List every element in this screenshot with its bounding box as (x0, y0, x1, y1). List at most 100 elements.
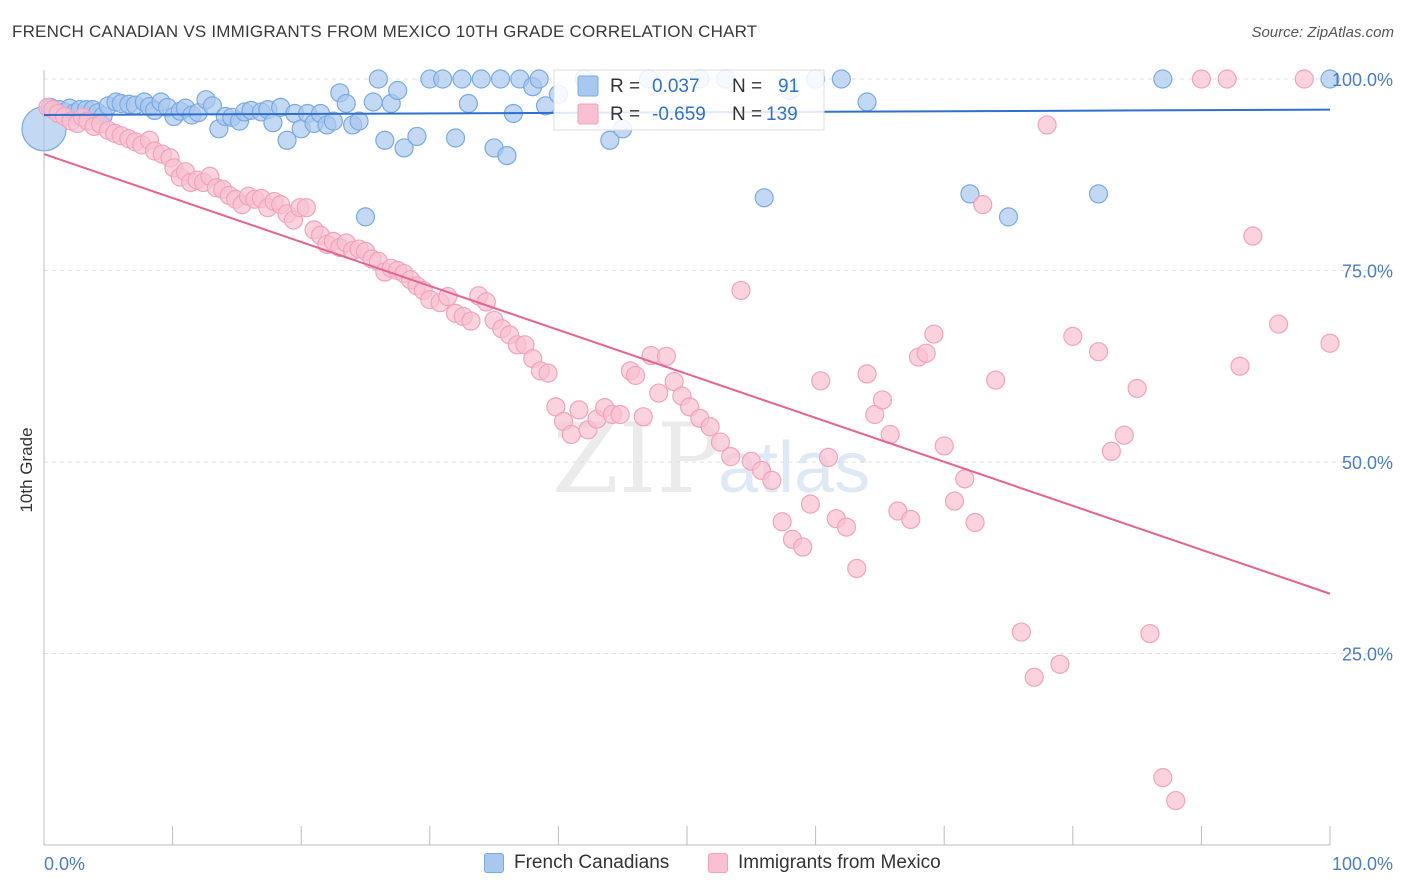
french-canadian-point-53 (375, 130, 395, 150)
mexico-immigrant-point-125 (986, 370, 1006, 390)
french-canadian-point-51 (363, 92, 383, 112)
y-tick-label-2: 75.0% (1342, 262, 1393, 282)
trend-lines (43, 108, 1331, 595)
legend-n-label-2: N = (732, 104, 762, 125)
mexico-immigrant-point-119 (924, 324, 944, 344)
mexico-immigrant-point-102 (772, 512, 792, 532)
mexico-immigrant-point-104 (793, 537, 813, 557)
french-canadian-point-79 (754, 188, 774, 208)
mexico-immigrant-point-116 (901, 509, 921, 530)
watermark-atlas: atlas (718, 428, 870, 508)
legend-n-value-2: 139 (766, 104, 798, 125)
legend-n-value-1: 91 (778, 76, 799, 97)
french-canadian-point-49 (349, 111, 369, 131)
mexico-immigrant-point-109 (836, 517, 857, 537)
mexico-immigrant-point-128 (1037, 115, 1057, 135)
series-immigrants-from-mexico (38, 69, 1340, 811)
mexico-immigrant-point-98 (731, 280, 751, 301)
french-canadian-point-50 (355, 207, 376, 227)
french-canadian-point-82 (831, 69, 851, 89)
french-canadian-point-56 (394, 138, 414, 158)
mexico-immigrant-point-126 (1011, 622, 1031, 642)
mexico-immigrant-point-87 (633, 407, 653, 427)
french-canadian-point-87 (1153, 69, 1173, 89)
y-tick-label-1: 50.0% (1342, 453, 1393, 473)
mexico-immigrant-point-124 (973, 195, 993, 215)
mexico-immigrant-point-143 (1294, 69, 1314, 89)
french-canadian-point-38 (277, 130, 297, 150)
mexico-immigrant-point-62 (438, 286, 458, 307)
french-canadian-point-63 (471, 69, 491, 89)
french-canadian-point-60 (445, 128, 466, 148)
legend-swatch-french-canadians (484, 853, 504, 873)
french-canadian-point-57 (407, 126, 427, 147)
source-credit: Source: ZipAtlas.com (1251, 24, 1394, 41)
mexico-immigrant-point-84 (610, 404, 630, 425)
trend-line-immigrants-from-mexico (43, 153, 1331, 595)
french-canadian-point-62 (458, 93, 478, 114)
y-axis-label: 10th Grade (17, 427, 36, 512)
mexico-immigrant-point-41 (296, 198, 316, 218)
legend-swatch-pink (577, 103, 599, 125)
french-canadian-point-74 (600, 130, 620, 150)
legend-r-label-1: R = (610, 76, 640, 97)
mexico-immigrant-point-106 (811, 371, 831, 391)
mexico-immigrant-point-127 (1024, 667, 1044, 687)
x-tick-label-1: 100.0% (1332, 854, 1393, 874)
mexico-immigrant-point-134 (1127, 378, 1147, 399)
mexico-immigrant-point-140 (1230, 356, 1250, 376)
mexico-immigrant-point-137 (1166, 790, 1186, 811)
legend-r-value-2: -0.659 (652, 104, 706, 125)
french-canadian-point-61 (452, 69, 472, 89)
french-canadian-point-85 (998, 207, 1019, 227)
mexico-immigrant-point-141 (1243, 226, 1263, 246)
mexico-immigrant-point-95 (700, 417, 720, 437)
french-canadian-point-45 (323, 111, 343, 131)
mexico-immigrant-point-105 (800, 494, 821, 514)
legend-label-french-canadians: French Canadians (514, 852, 670, 873)
mexico-immigrant-point-144 (1320, 333, 1340, 353)
y-tick-label-0: 25.0% (1342, 645, 1393, 665)
mexico-immigrant-point-79 (569, 400, 589, 420)
french-canadian-point-59 (433, 69, 453, 89)
chart-title: FRENCH CANADIAN VS IMMIGRANTS FROM MEXIC… (12, 22, 758, 41)
mexico-immigrant-point-75 (538, 363, 558, 383)
tick-labels: 25.0% 50.0% 75.0% 100.0% 0.0% 100.0% (44, 70, 1393, 874)
mexico-immigrant-point-107 (818, 447, 839, 468)
gridlines (44, 78, 1392, 654)
bottom-legend: French Canadians Immigrants from Mexico (0, 850, 1406, 880)
legend-item-french-canadians: French Canadians (484, 852, 669, 874)
mexico-immigrant-point-130 (1063, 326, 1083, 346)
mexico-immigrant-point-110 (847, 558, 867, 579)
mexico-immigrant-point-138 (1191, 69, 1212, 89)
mexico-immigrant-point-96 (710, 432, 731, 452)
x-tick-label-0: 0.0% (44, 854, 85, 874)
mexico-immigrant-point-136 (1153, 767, 1173, 788)
mexico-immigrant-point-65 (461, 311, 481, 331)
legend-n-label-1: N = (732, 76, 762, 97)
mexico-immigrant-point-133 (1114, 425, 1134, 445)
french-canadian-point-83 (857, 92, 877, 112)
legend: R = 0.037 N = 91 R = -0.659 N = 139 (553, 69, 825, 131)
mexico-immigrant-point-111 (857, 364, 877, 384)
y-tick-label-3: 100.0% (1332, 70, 1393, 90)
french-canadian-point-88 (1320, 69, 1340, 89)
mexico-immigrant-point-121 (944, 491, 965, 511)
french-canadian-point-86 (1088, 184, 1109, 204)
legend-r-label-2: R = (610, 104, 640, 125)
mexico-immigrant-point-129 (1050, 654, 1070, 674)
mexico-immigrant-point-90 (656, 346, 677, 366)
french-canadian-point-70 (529, 69, 549, 89)
mexico-immigrant-point-132 (1101, 441, 1121, 461)
french-canadian-point-52 (368, 69, 388, 89)
legend-swatch-blue (577, 75, 599, 97)
mexico-immigrant-point-139 (1217, 69, 1237, 89)
mexico-immigrant-point-86 (625, 365, 646, 386)
french-canadian-point-47 (336, 93, 356, 114)
french-canadian-point-65 (490, 69, 511, 89)
mexico-immigrant-point-89 (649, 383, 669, 403)
mexico-immigrant-point-123 (965, 512, 985, 533)
french-canadian-point-66 (497, 146, 517, 166)
mexico-immigrant-point-118 (916, 343, 936, 363)
